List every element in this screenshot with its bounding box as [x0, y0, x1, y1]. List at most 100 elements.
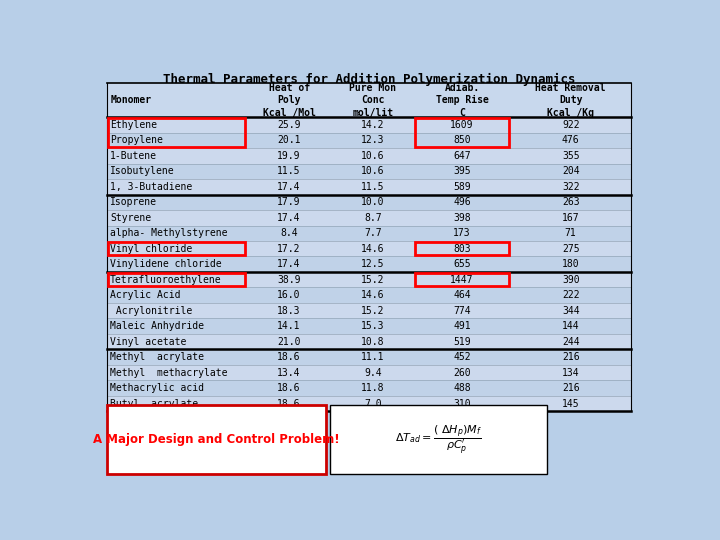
Text: 803: 803	[453, 244, 471, 254]
Bar	[107, 405, 326, 475]
Bar	[107, 83, 631, 411]
Text: Acrylic Acid: Acrylic Acid	[110, 290, 181, 300]
Text: 589: 589	[453, 182, 471, 192]
Text: 322: 322	[562, 182, 580, 192]
Text: 144: 144	[562, 321, 580, 331]
Text: 222: 222	[562, 290, 580, 300]
Text: Ethylene: Ethylene	[110, 120, 157, 130]
Text: 14.1: 14.1	[277, 321, 301, 331]
Text: 12.3: 12.3	[361, 136, 384, 145]
Text: 216: 216	[562, 352, 580, 362]
Text: 496: 496	[453, 197, 471, 207]
Text: 10.0: 10.0	[361, 197, 384, 207]
Text: 647: 647	[453, 151, 471, 161]
Bar	[107, 148, 631, 164]
Text: 11.8: 11.8	[361, 383, 384, 393]
Text: 398: 398	[453, 213, 471, 223]
Bar	[107, 349, 631, 365]
Text: 25.9: 25.9	[277, 120, 301, 130]
Bar	[107, 83, 631, 117]
Bar	[107, 334, 631, 349]
Text: 18.3: 18.3	[277, 306, 301, 316]
Text: 17.9: 17.9	[277, 197, 301, 207]
Text: Propylene: Propylene	[110, 136, 163, 145]
Text: 344: 344	[562, 306, 580, 316]
Text: Tetrafluoroethylene: Tetrafluoroethylene	[110, 275, 222, 285]
Text: 491: 491	[453, 321, 471, 331]
Text: Methyl  acrylate: Methyl acrylate	[110, 352, 204, 362]
Text: Styrene: Styrene	[110, 213, 151, 223]
Text: 1, 3-Butadiene: 1, 3-Butadiene	[110, 182, 192, 192]
Text: 464: 464	[453, 290, 471, 300]
Text: 10.6: 10.6	[361, 166, 384, 177]
Text: 15.2: 15.2	[361, 275, 384, 285]
Text: 180: 180	[562, 259, 580, 269]
Text: 14.2: 14.2	[361, 120, 384, 130]
Text: 310: 310	[453, 399, 471, 409]
Bar	[107, 179, 631, 194]
Text: Maleic Anhydride: Maleic Anhydride	[110, 321, 204, 331]
Text: 7.0: 7.0	[364, 399, 382, 409]
Text: 173: 173	[453, 228, 471, 238]
Bar	[415, 242, 509, 255]
Text: 1447: 1447	[450, 275, 474, 285]
Text: 8.7: 8.7	[364, 213, 382, 223]
Text: 12.5: 12.5	[361, 259, 384, 269]
Text: 488: 488	[453, 383, 471, 393]
Text: Isobutylene: Isobutylene	[110, 166, 175, 177]
Bar	[107, 303, 631, 319]
Text: 38.9: 38.9	[277, 275, 301, 285]
Text: 13.4: 13.4	[277, 368, 301, 377]
Text: 263: 263	[562, 197, 580, 207]
Text: A Major Design and Control Problem!: A Major Design and Control Problem!	[94, 433, 340, 446]
Text: 260: 260	[453, 368, 471, 377]
Text: 204: 204	[562, 166, 580, 177]
Text: 19.9: 19.9	[277, 151, 301, 161]
Text: alpha- Methylstyrene: alpha- Methylstyrene	[110, 228, 228, 238]
Text: 10.6: 10.6	[361, 151, 384, 161]
Text: 17.2: 17.2	[277, 244, 301, 254]
Bar	[107, 164, 631, 179]
Text: 1609: 1609	[450, 120, 474, 130]
Text: 134: 134	[562, 368, 580, 377]
Text: Isoprene: Isoprene	[110, 197, 157, 207]
Text: 71: 71	[564, 228, 577, 238]
Bar	[108, 273, 245, 286]
Bar	[415, 118, 509, 147]
Text: 1-Butene: 1-Butene	[110, 151, 157, 161]
Text: 850: 850	[453, 136, 471, 145]
Text: 7.7: 7.7	[364, 228, 382, 238]
Text: 15.3: 15.3	[361, 321, 384, 331]
Text: 216: 216	[562, 383, 580, 393]
Text: 390: 390	[562, 275, 580, 285]
Text: 922: 922	[562, 120, 580, 130]
Text: 21.0: 21.0	[277, 336, 301, 347]
Text: 16.0: 16.0	[277, 290, 301, 300]
Text: 15.2: 15.2	[361, 306, 384, 316]
Text: 145: 145	[562, 399, 580, 409]
Text: 519: 519	[453, 336, 471, 347]
Text: Vinyl acetate: Vinyl acetate	[110, 336, 186, 347]
Bar	[107, 194, 631, 210]
Text: Heat Removal
Duty
Kcal /Kg: Heat Removal Duty Kcal /Kg	[536, 83, 606, 118]
Text: 17.4: 17.4	[277, 182, 301, 192]
Text: Acrylonitrile: Acrylonitrile	[110, 306, 192, 316]
Bar	[107, 256, 631, 272]
Text: 355: 355	[562, 151, 580, 161]
Text: Methacrylic acid: Methacrylic acid	[110, 383, 204, 393]
Text: 18.6: 18.6	[277, 352, 301, 362]
Text: Heat of
Poly
Kcal /Mol: Heat of Poly Kcal /Mol	[263, 83, 315, 118]
Text: 11.1: 11.1	[361, 352, 384, 362]
Bar	[107, 287, 631, 303]
Text: 167: 167	[562, 213, 580, 223]
Text: 18.6: 18.6	[277, 383, 301, 393]
Text: 18.6: 18.6	[277, 399, 301, 409]
Text: 20.1: 20.1	[277, 136, 301, 145]
Text: 452: 452	[453, 352, 471, 362]
Text: 476: 476	[562, 136, 580, 145]
Text: 14.6: 14.6	[361, 290, 384, 300]
Bar	[415, 273, 509, 286]
Bar	[107, 380, 631, 396]
Text: 17.4: 17.4	[277, 213, 301, 223]
Text: 655: 655	[453, 259, 471, 269]
